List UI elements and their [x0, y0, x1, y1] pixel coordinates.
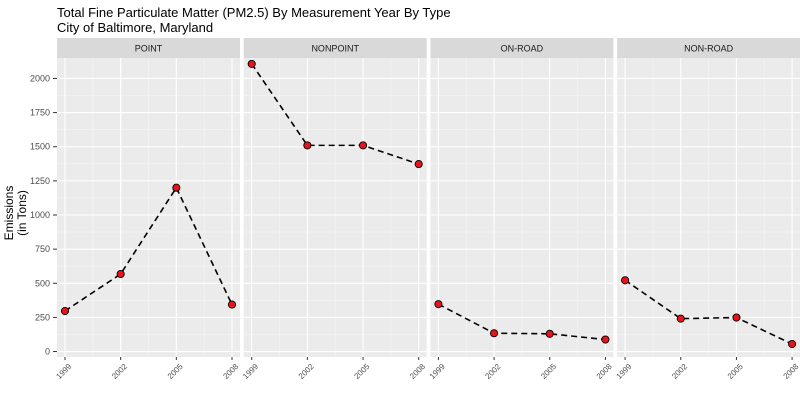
y-tick-label: 250: [35, 312, 50, 322]
facet-strip-label: NONPOINT: [311, 44, 359, 54]
data-point: [676, 314, 685, 323]
chart-title-text: Total Fine Particulate Matter (PM2.5) By…: [57, 5, 451, 20]
facet-strip: [243, 38, 427, 58]
x-tick-label: 2008: [408, 362, 427, 381]
series-line-nonpoint: [251, 63, 419, 165]
y-tick-label: 1250: [30, 176, 50, 186]
x-tick-label: 2008: [782, 362, 800, 381]
facet-strip-label: NON-ROAD: [684, 44, 733, 54]
data-point: [490, 329, 499, 338]
x-tick-label: 2002: [110, 362, 129, 381]
data-point: [60, 306, 70, 316]
data-point: [358, 141, 368, 150]
data-point: [303, 141, 312, 150]
chart-subtitle-text: City of Baltimore, Maryland: [57, 20, 214, 35]
y-tick-label: 2000: [30, 73, 50, 83]
x-tick-label: 2005: [726, 362, 745, 381]
data-point: [414, 160, 423, 169]
x-tick-label: 2002: [670, 362, 689, 381]
data-point: [732, 313, 741, 322]
y-tick-label: 1500: [30, 142, 50, 152]
x-tick-label: 2008: [595, 362, 614, 381]
series-line-point: [64, 186, 233, 312]
series-line-on-road: [438, 303, 606, 341]
data-point: [227, 300, 237, 309]
facet-strip: [430, 38, 614, 58]
y-tick-label: 500: [35, 278, 50, 288]
facet-strip-label: ON-ROAD: [501, 44, 544, 54]
facet-strip-label: POINT: [135, 44, 163, 54]
x-tick-label: 2008: [221, 362, 240, 381]
facet-strip: [57, 38, 240, 58]
x-tick-label: 2005: [352, 362, 371, 381]
x-tick-label: 2005: [539, 362, 558, 381]
x-tick-label: 1999: [241, 362, 260, 381]
data-point: [621, 276, 630, 285]
data-point: [116, 269, 125, 279]
data-point: [788, 339, 797, 349]
y-tick-label: 0: [45, 347, 50, 357]
x-tick-label: 2002: [483, 362, 502, 381]
x-tick-label: 2005: [166, 362, 185, 381]
y-tick-label: 750: [35, 244, 50, 254]
data-point: [247, 59, 256, 68]
x-tick-label: 1999: [428, 362, 447, 381]
x-tick-label: 1999: [615, 362, 634, 381]
data-point: [601, 335, 610, 344]
y-tick-label: 1000: [30, 210, 50, 220]
data-point: [545, 329, 554, 338]
series-line-non-road: [624, 279, 793, 345]
y-tick-label: 1750: [30, 108, 50, 118]
data-point: [434, 300, 443, 309]
x-tick-label: 1999: [54, 362, 73, 381]
data-point: [172, 183, 181, 192]
chart-title: Total Fine Particulate Matter (PM2.5) By…: [57, 5, 451, 35]
facet-strip: [617, 38, 800, 58]
x-tick-label: 2002: [297, 362, 316, 381]
